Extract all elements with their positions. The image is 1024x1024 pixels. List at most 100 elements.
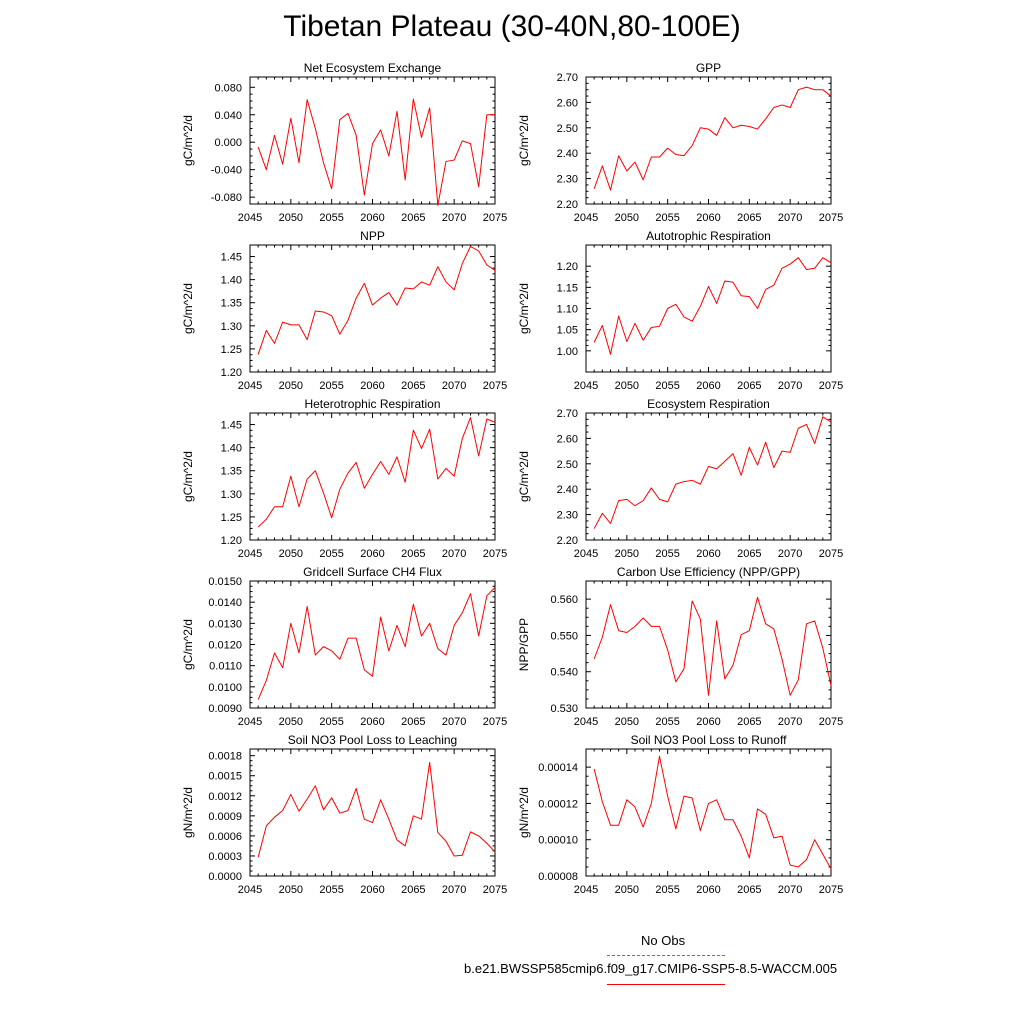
x-tick-label: 2055 bbox=[655, 548, 679, 560]
y-tick-label: 0.0018 bbox=[208, 751, 242, 763]
x-tick-label: 2065 bbox=[737, 716, 761, 728]
x-tick-label: 2060 bbox=[360, 380, 384, 392]
y-tick-label: 0.560 bbox=[550, 594, 578, 606]
x-tick-label: 2075 bbox=[483, 716, 507, 728]
plot-frame bbox=[249, 748, 496, 877]
panel-2: GPP gC/m^2/d 2045 2050 2055 2060 2065 2070 2075 2… bbox=[517, 61, 843, 224]
y-tick-label: 2.50 bbox=[557, 459, 578, 471]
y-axis-label: gC/m^2/d bbox=[517, 451, 531, 502]
x-tick-label: 2055 bbox=[655, 380, 679, 392]
y-tick-label: 1.45 bbox=[221, 420, 242, 432]
x-tick-label: 2070 bbox=[442, 380, 466, 392]
y-tick-label: 0.0150 bbox=[208, 576, 242, 588]
x-tick-label: 2075 bbox=[819, 884, 843, 896]
x-tick-label: 2075 bbox=[483, 884, 507, 896]
x-tick-label: 2060 bbox=[360, 884, 384, 896]
x-tick-label: 2070 bbox=[442, 548, 466, 560]
x-tick-label: 2065 bbox=[401, 548, 425, 560]
panel-7: Gridcell Surface CH4 Flux gC/m^2/d 2045 205… bbox=[181, 565, 507, 728]
x-tick-label: 2075 bbox=[819, 716, 843, 728]
x-tick-label: 2060 bbox=[360, 548, 384, 560]
y-tick-label: 0.540 bbox=[550, 667, 578, 679]
y-tick-label: 1.05 bbox=[557, 325, 578, 337]
series-line bbox=[593, 596, 832, 696]
x-tick-label: 2055 bbox=[655, 212, 679, 224]
x-tick-label: 2060 bbox=[696, 716, 720, 728]
y-tick-label: 1.35 bbox=[221, 298, 242, 310]
y-tick-label: 0.0090 bbox=[208, 703, 242, 715]
y-tick-label: 2.70 bbox=[557, 72, 578, 84]
x-tick-label: 2075 bbox=[483, 380, 507, 392]
y-tick-label: 2.60 bbox=[557, 433, 578, 445]
y-tick-label: 0.0130 bbox=[208, 618, 242, 630]
x-tick-label: 2070 bbox=[442, 212, 466, 224]
y-tick-label: 0.530 bbox=[550, 703, 578, 715]
panel-title: Soil NO3 Pool Loss to Runoff bbox=[631, 733, 788, 747]
y-axis-label: gC/m^2/d bbox=[517, 115, 531, 166]
series-line bbox=[593, 416, 832, 529]
y-axis-label: gN/m^2/d bbox=[517, 787, 531, 838]
x-tick-label: 2060 bbox=[360, 716, 384, 728]
x-tick-label: 2055 bbox=[319, 380, 343, 392]
x-tick-label: 2060 bbox=[360, 212, 384, 224]
y-tick-label: 1.15 bbox=[557, 282, 578, 294]
x-tick-label: 2050 bbox=[279, 212, 303, 224]
plot-frame bbox=[585, 412, 832, 541]
series-line bbox=[257, 417, 496, 528]
y-tick-label: 2.30 bbox=[557, 510, 578, 522]
x-tick-label: 2075 bbox=[483, 548, 507, 560]
series-line bbox=[257, 761, 496, 858]
x-tick-label: 2060 bbox=[696, 884, 720, 896]
y-tick-label: 0.040 bbox=[214, 110, 242, 122]
y-tick-label: 1.25 bbox=[221, 344, 242, 356]
x-tick-label: 2045 bbox=[238, 212, 262, 224]
x-tick-label: 2045 bbox=[574, 380, 598, 392]
x-tick-label: 2045 bbox=[238, 716, 262, 728]
x-tick-label: 2060 bbox=[696, 212, 720, 224]
y-tick-label: 0.0015 bbox=[208, 771, 242, 783]
x-tick-label: 2070 bbox=[442, 884, 466, 896]
panel-6: Ecosystem Respiration gC/m^2/d 2045 2050 205… bbox=[517, 397, 843, 560]
y-tick-label: -0.040 bbox=[211, 165, 242, 177]
panel-3: NPP gC/m^2/d 2045 2050 2055 2060 2065 2070 2075 1… bbox=[181, 229, 507, 392]
series-line bbox=[593, 86, 832, 191]
x-tick-label: 2055 bbox=[319, 548, 343, 560]
panel-4: Autotrophic Respiration gC/m^2/d 2045 2050 2… bbox=[517, 229, 843, 392]
x-tick-label: 2050 bbox=[615, 716, 639, 728]
x-tick-label: 2070 bbox=[442, 716, 466, 728]
x-tick-label: 2055 bbox=[319, 212, 343, 224]
y-tick-label: 1.25 bbox=[221, 512, 242, 524]
y-axis-label: gC/m^2/d bbox=[181, 451, 195, 502]
y-tick-label: 1.40 bbox=[221, 443, 242, 455]
x-tick-label: 2045 bbox=[238, 380, 262, 392]
panel-9: Soil NO3 Pool Loss to Leaching gN/m^2/d 20… bbox=[181, 733, 507, 896]
x-tick-label: 2055 bbox=[319, 884, 343, 896]
plot-frame bbox=[585, 580, 832, 709]
y-tick-label: 1.20 bbox=[557, 261, 578, 273]
x-tick-label: 2065 bbox=[401, 380, 425, 392]
panel-title: NPP bbox=[360, 229, 385, 243]
panel-8: Carbon Use Efficiency (NPP/GPP) NPP/GPP 20… bbox=[517, 565, 843, 728]
x-tick-label: 2065 bbox=[737, 548, 761, 560]
panel-title: Carbon Use Efficiency (NPP/GPP) bbox=[617, 565, 800, 579]
series-line bbox=[257, 587, 496, 700]
x-tick-label: 2045 bbox=[574, 212, 598, 224]
y-tick-label: 1.00 bbox=[557, 346, 578, 358]
x-tick-label: 2050 bbox=[615, 548, 639, 560]
y-axis-label: NPP/GPP bbox=[517, 618, 531, 671]
x-tick-label: 2055 bbox=[655, 716, 679, 728]
y-tick-label: 0.00010 bbox=[538, 835, 578, 847]
x-tick-label: 2060 bbox=[696, 548, 720, 560]
y-tick-label: 0.080 bbox=[214, 82, 242, 94]
x-tick-label: 2045 bbox=[574, 548, 598, 560]
y-tick-label: 1.30 bbox=[221, 489, 242, 501]
panel-title: GPP bbox=[696, 61, 721, 75]
x-tick-label: 2070 bbox=[778, 380, 802, 392]
panel-title: Net Ecosystem Exchange bbox=[304, 61, 442, 75]
y-tick-label: 0.0120 bbox=[208, 640, 242, 652]
x-tick-label: 2055 bbox=[319, 716, 343, 728]
x-tick-label: 2050 bbox=[279, 884, 303, 896]
x-tick-label: 2045 bbox=[238, 884, 262, 896]
panel-title: Autotrophic Respiration bbox=[646, 229, 771, 243]
y-axis-label: gC/m^2/d bbox=[181, 283, 195, 334]
